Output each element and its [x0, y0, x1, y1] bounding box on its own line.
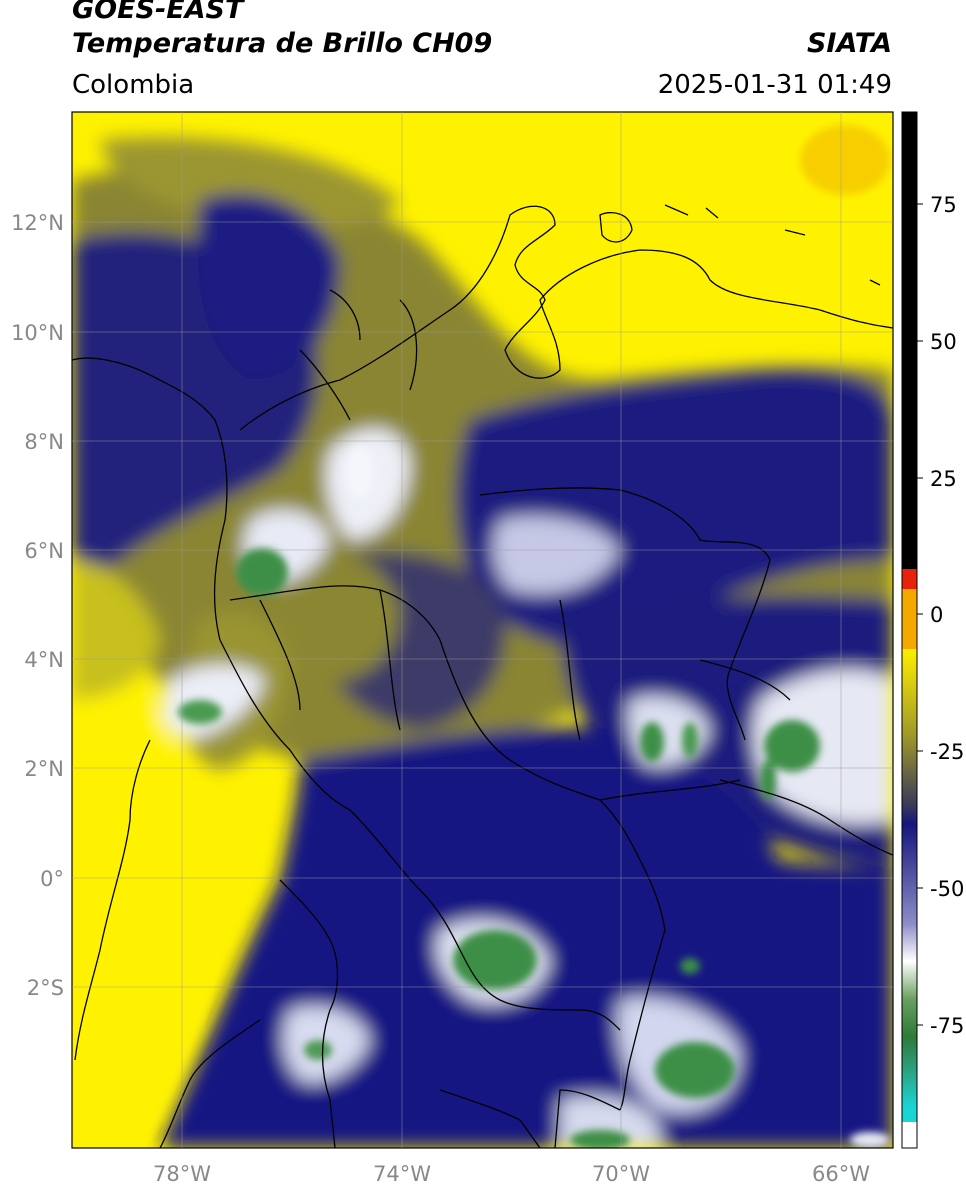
- coastline-outlines: [72, 204, 893, 1148]
- colorbar-label: -75: [930, 1014, 964, 1038]
- lat-label: 6°N: [24, 539, 64, 563]
- lat-label: 12°N: [11, 211, 64, 235]
- product-title: Temperatura de Brillo CH09: [72, 28, 493, 59]
- map-frame: [71, 111, 894, 1149]
- colorbar-label: -50: [930, 877, 964, 901]
- lon-label: 74°W: [373, 1162, 431, 1186]
- colorbar-label: 50: [930, 330, 957, 354]
- brightness-temperature-field: [72, 112, 893, 1148]
- latitude-labels: 12°N 10°N 8°N 6°N 4°N 2°N 0° 2°S: [11, 211, 64, 1000]
- region-label: Colombia: [72, 70, 195, 100]
- colorbar-white-segment: [902, 1122, 917, 1148]
- lat-label: 2°N: [24, 757, 64, 781]
- graticule: [72, 112, 893, 1148]
- lat-label: 2°S: [27, 976, 64, 1000]
- datetime-label: 2025-01-31 01:49: [657, 70, 892, 100]
- colorbar-ticks: 75 50 25 0 -25 -50 -75: [917, 193, 964, 1038]
- lat-label: 10°N: [11, 321, 64, 345]
- colorbar: 75 50 25 0 -25 -50 -75: [901, 111, 964, 1149]
- colorbar-gradient-segment: [902, 649, 917, 1122]
- lon-label: 70°W: [592, 1162, 650, 1186]
- lat-label: 4°N: [24, 648, 64, 672]
- colorbar-label: 75: [930, 193, 957, 217]
- colorbar-orange-segment: [902, 589, 917, 649]
- colorbar-label: 25: [930, 467, 957, 491]
- colorbar-frame: [901, 111, 918, 1149]
- colorbar-label: 0: [930, 603, 943, 627]
- colorbar-label: -25: [930, 740, 964, 764]
- lat-label: 0°: [40, 867, 64, 891]
- lat-label: 8°N: [24, 430, 64, 454]
- brand-label: SIATA: [806, 28, 892, 59]
- colorbar-black-segment: [902, 112, 917, 569]
- longitude-labels: 78°W 74°W 70°W 66°W: [153, 1162, 870, 1186]
- lon-label: 78°W: [153, 1162, 211, 1186]
- colorbar-red-segment: [902, 569, 917, 589]
- lon-label: 66°W: [812, 1162, 870, 1186]
- satellite-title: GOES-EAST: [72, 0, 244, 25]
